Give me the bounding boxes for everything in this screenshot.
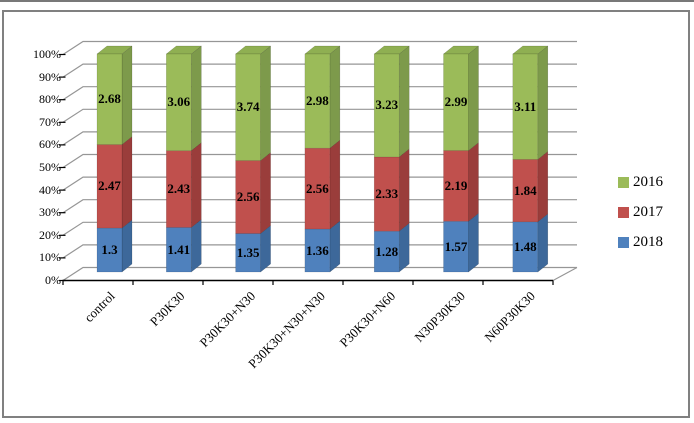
legend-item-2017: 2017 (618, 201, 663, 223)
data-label: 1.3 (101, 242, 118, 258)
y-axis-label: 60% (39, 137, 61, 152)
legend-item-2018: 2018 (618, 231, 663, 253)
bar-segment-2016-P30K30+N30+N30 (304, 53, 331, 149)
y-axis-label: 50% (39, 160, 61, 174)
data-label: 1.84 (513, 182, 537, 198)
bar-segment-2017-control (96, 144, 123, 229)
bar-segment-2016-P30K30+N30 (235, 53, 261, 161)
legend-label: 2018 (633, 233, 663, 250)
gridline (62, 153, 577, 169)
gridline (62, 266, 577, 282)
data-label: 1.41 (167, 241, 191, 257)
legend-label: 2017 (633, 203, 663, 220)
data-label: 1.28 (375, 243, 399, 259)
bar-segment-2018-N60P30K30 (512, 221, 539, 273)
bar-segment-2016-P30K30+N60 (373, 53, 400, 158)
data-label: 3.11 (514, 98, 537, 114)
data-label: 2.56 (236, 189, 260, 205)
floor-edge (552, 266, 578, 282)
data-label: 2.33 (375, 186, 399, 202)
y-axis-label: 30% (39, 205, 61, 220)
bar-segment-2018-P30K30+N30+N30 (304, 228, 331, 273)
gridline (62, 244, 577, 259)
chart-border (2, 10, 690, 418)
data-label: 2.98 (306, 93, 329, 109)
data-label: 2.43 (167, 181, 191, 197)
bar-segment-2016-N30P30K30 (443, 53, 469, 151)
y-axis-label: 70% (39, 114, 61, 129)
y-axis-label: 100% (33, 47, 61, 61)
data-label: 1.57 (444, 238, 468, 254)
bar-segment-2017-P30K30 (166, 150, 192, 228)
gridline (62, 131, 577, 146)
bar-segment-2017-N60P30K30 (512, 159, 539, 223)
bar-segment-2018-P30K30+N60 (373, 230, 400, 273)
data-label: 1.36 (306, 242, 329, 258)
data-label: 3.23 (375, 97, 399, 113)
y-axis-label: 0% (45, 273, 61, 287)
data-label: 3.74 (236, 99, 260, 115)
bar-segment-2017-N30P30K30 (443, 150, 469, 222)
data-label: 1.35 (236, 244, 260, 260)
y-axis-label: 20% (39, 227, 61, 242)
bar-segment-2016-N60P30K30 (512, 53, 539, 160)
bar-segment-2018-control (96, 227, 123, 273)
data-label: 2.99 (444, 94, 468, 110)
gridline (62, 40, 577, 56)
y-axis-label: 10% (39, 250, 61, 265)
legend-item-2016: 2016 (618, 171, 663, 193)
bar-segment-2017-P30K30+N30 (235, 160, 261, 234)
y-axis-label: 90% (39, 69, 61, 84)
data-label: 2.68 (98, 91, 121, 107)
bar-segment-2016-P30K30 (166, 53, 192, 151)
gridline (62, 199, 577, 214)
bar-segment-2016-control (96, 53, 123, 145)
gridline (62, 63, 577, 78)
data-label: 1.48 (513, 238, 537, 254)
gridline (62, 221, 577, 236)
bar-segment-2017-P30K30+N30+N30 (304, 147, 331, 230)
top-crop-line (0, 0, 694, 2)
bar-segment-2018-P30K30 (166, 227, 192, 273)
bar-segment-2018-P30K30+N30 (235, 233, 261, 273)
legend-label: 2016 (633, 173, 663, 190)
legend-swatch-2017 (618, 206, 629, 218)
gridline (62, 108, 577, 123)
y-axis-label: 80% (39, 92, 61, 107)
data-label: 2.56 (306, 180, 329, 196)
data-label: 2.19 (444, 177, 468, 193)
gridline (62, 176, 577, 191)
bar-segment-2017-P30K30+N60 (373, 156, 400, 232)
data-label: 3.06 (167, 94, 191, 110)
gridline (62, 86, 577, 101)
y-axis-label: 40% (39, 182, 61, 197)
legend-swatch-2016 (618, 176, 629, 188)
data-label: 2.47 (98, 178, 121, 194)
legend-swatch-2018 (618, 236, 629, 248)
